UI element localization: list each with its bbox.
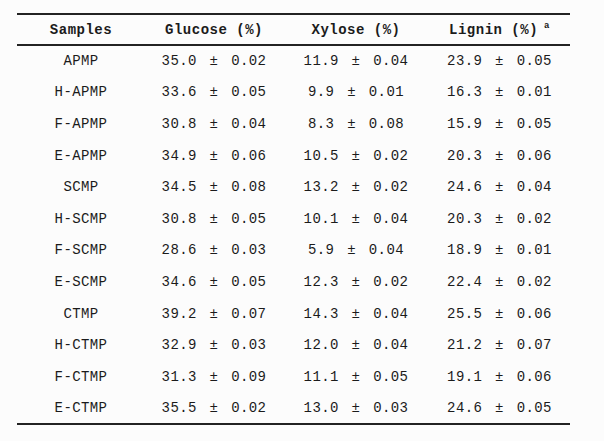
glucose-cell: 34.6 ± 0.05 — [145, 266, 283, 298]
glucose-cell: 35.5 ± 0.02 — [145, 393, 283, 425]
sample-cell: F-CTMP — [17, 361, 145, 393]
table-row: E-SCMP34.6 ± 0.0512.3 ± 0.0222.4 ± 0.02 — [17, 266, 570, 298]
sample-cell: SCMP — [17, 171, 145, 203]
column-header-samples: Samples — [17, 14, 145, 45]
xylose-cell: 10.1 ± 0.04 — [283, 203, 429, 235]
lignin-cell: 24.6 ± 0.04 — [429, 171, 570, 203]
header-row: Samples Glucose (%) Xylose (%) Lignin (%… — [17, 14, 570, 45]
glucose-cell: 32.9 ± 0.03 — [145, 329, 283, 361]
table-row: H-APMP33.6 ± 0.059.9 ± 0.0116.3 ± 0.01 — [17, 77, 570, 109]
lignin-cell: 20.3 ± 0.06 — [429, 140, 570, 172]
table-row: E-APMP34.9 ± 0.0610.5 ± 0.0220.3 ± 0.06 — [17, 140, 570, 172]
composition-table: Samples Glucose (%) Xylose (%) Lignin (%… — [17, 13, 570, 425]
table-row: F-APMP30.8 ± 0.048.3 ± 0.0815.9 ± 0.05 — [17, 108, 570, 140]
lignin-cell: 19.1 ± 0.06 — [429, 361, 570, 393]
table-row: CTMP39.2 ± 0.0714.3 ± 0.0425.5 ± 0.06 — [17, 298, 570, 330]
table-row: E-CTMP35.5 ± 0.0213.0 ± 0.0324.6 ± 0.05 — [17, 393, 570, 425]
xylose-cell: 9.9 ± 0.01 — [283, 77, 429, 109]
column-header-lignin-label: Lignin (%) — [449, 22, 538, 38]
xylose-cell: 10.5 ± 0.02 — [283, 140, 429, 172]
table-row: SCMP34.5 ± 0.0813.2 ± 0.0224.6 ± 0.04 — [17, 171, 570, 203]
xylose-cell: 12.3 ± 0.02 — [283, 266, 429, 298]
sample-cell: H-CTMP — [17, 329, 145, 361]
column-header-glucose: Glucose (%) — [145, 14, 283, 45]
xylose-cell: 13.2 ± 0.02 — [283, 171, 429, 203]
lignin-cell: 18.9 ± 0.01 — [429, 235, 570, 267]
table-row: APMP35.0 ± 0.0211.9 ± 0.0423.9 ± 0.05 — [17, 45, 570, 77]
footnote-marker-a: a — [544, 21, 550, 31]
table-header: Samples Glucose (%) Xylose (%) Lignin (%… — [17, 14, 570, 45]
lignin-cell: 22.4 ± 0.02 — [429, 266, 570, 298]
table-row: H-SCMP30.8 ± 0.0510.1 ± 0.0420.3 ± 0.02 — [17, 203, 570, 235]
xylose-cell: 14.3 ± 0.04 — [283, 298, 429, 330]
sample-cell: E-SCMP — [17, 266, 145, 298]
glucose-cell: 35.0 ± 0.02 — [145, 45, 283, 77]
glucose-cell: 28.6 ± 0.03 — [145, 235, 283, 267]
sample-cell: H-APMP — [17, 77, 145, 109]
table-row: F-CTMP31.3 ± 0.0911.1 ± 0.0519.1 ± 0.06 — [17, 361, 570, 393]
xylose-cell: 12.0 ± 0.04 — [283, 329, 429, 361]
glucose-cell: 39.2 ± 0.07 — [145, 298, 283, 330]
glucose-cell: 34.9 ± 0.06 — [145, 140, 283, 172]
table-row: F-SCMP28.6 ± 0.035.9 ± 0.0418.9 ± 0.01 — [17, 235, 570, 267]
glucose-cell: 31.3 ± 0.09 — [145, 361, 283, 393]
column-header-lignin: Lignin (%) a — [429, 14, 570, 45]
table-row: H-CTMP32.9 ± 0.0312.0 ± 0.0421.2 ± 0.07 — [17, 329, 570, 361]
composition-table-container: Samples Glucose (%) Xylose (%) Lignin (%… — [17, 13, 570, 425]
lignin-cell: 24.6 ± 0.05 — [429, 393, 570, 425]
sample-cell: E-APMP — [17, 140, 145, 172]
lignin-cell: 21.2 ± 0.07 — [429, 329, 570, 361]
sample-cell: H-SCMP — [17, 203, 145, 235]
sample-cell: CTMP — [17, 298, 145, 330]
sample-cell: F-APMP — [17, 108, 145, 140]
xylose-cell: 11.1 ± 0.05 — [283, 361, 429, 393]
glucose-cell: 30.8 ± 0.05 — [145, 203, 283, 235]
lignin-cell: 25.5 ± 0.06 — [429, 298, 570, 330]
xylose-cell: 5.9 ± 0.04 — [283, 235, 429, 267]
lignin-cell: 23.9 ± 0.05 — [429, 45, 570, 77]
sample-cell: E-CTMP — [17, 393, 145, 425]
glucose-cell: 34.5 ± 0.08 — [145, 171, 283, 203]
lignin-cell: 15.9 ± 0.05 — [429, 108, 570, 140]
column-header-xylose: Xylose (%) — [283, 14, 429, 45]
glucose-cell: 33.6 ± 0.05 — [145, 77, 283, 109]
lignin-cell: 16.3 ± 0.01 — [429, 77, 570, 109]
xylose-cell: 13.0 ± 0.03 — [283, 393, 429, 425]
xylose-cell: 11.9 ± 0.04 — [283, 45, 429, 77]
glucose-cell: 30.8 ± 0.04 — [145, 108, 283, 140]
sample-cell: F-SCMP — [17, 235, 145, 267]
sample-cell: APMP — [17, 45, 145, 77]
table-body: APMP35.0 ± 0.0211.9 ± 0.0423.9 ± 0.05H-A… — [17, 45, 570, 424]
xylose-cell: 8.3 ± 0.08 — [283, 108, 429, 140]
lignin-cell: 20.3 ± 0.02 — [429, 203, 570, 235]
